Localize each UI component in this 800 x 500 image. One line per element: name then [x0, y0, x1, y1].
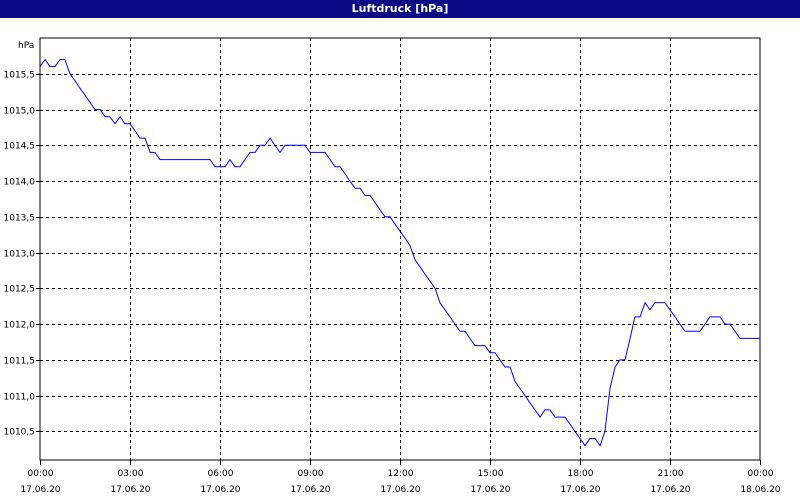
x-tick-date-label: 17.06.20 — [110, 485, 150, 495]
x-tick-time-label: 12:00 — [388, 469, 414, 479]
x-tick-date-label: 17.06.20 — [380, 485, 420, 495]
x-tick-date-label: 17.06.20 — [290, 485, 330, 495]
y-tick-label: 1012,0 — [4, 321, 36, 331]
y-tick-label: 1015,5 — [4, 71, 36, 81]
y-tick-label: 1013,0 — [4, 250, 36, 260]
y-tick-label: 1013,5 — [4, 214, 36, 224]
x-tick-time-label: 18:00 — [568, 469, 594, 479]
y-axis-unit-label: hPa — [18, 41, 34, 51]
x-tick-time-label: 06:00 — [208, 469, 234, 479]
x-tick-date-label: 17.06.20 — [560, 485, 600, 495]
y-tick-label: 1014,5 — [4, 142, 36, 152]
x-tick-date-label: 17.06.20 — [20, 485, 60, 495]
x-tick-time-label: 00:00 — [748, 469, 774, 479]
y-tick-label: 1011,0 — [4, 393, 36, 403]
y-tick-label: 1012,5 — [4, 285, 36, 295]
x-tick-date-label: 17.06.20 — [200, 485, 240, 495]
x-tick-time-label: 09:00 — [298, 469, 324, 479]
y-tick-label: 1014,0 — [4, 178, 36, 188]
x-tick-date-label: 17.06.20 — [470, 485, 510, 495]
x-tick-time-label: 21:00 — [658, 469, 684, 479]
x-tick-date-label: 18.06.20 — [740, 485, 780, 495]
y-tick-label: 1010,5 — [4, 428, 36, 438]
x-tick-time-label: 15:00 — [478, 469, 504, 479]
chart-title: Luftdruck [hPa] — [0, 0, 800, 18]
pressure-series-line — [39, 58, 760, 447]
y-tick-label: 1015,0 — [4, 107, 36, 117]
y-tick-label: 1011,5 — [4, 357, 36, 367]
x-tick-date-label: 17.06.20 — [650, 485, 690, 495]
x-tick-time-label: 03:00 — [118, 469, 144, 479]
x-tick-time-label: 00:00 — [28, 469, 54, 479]
